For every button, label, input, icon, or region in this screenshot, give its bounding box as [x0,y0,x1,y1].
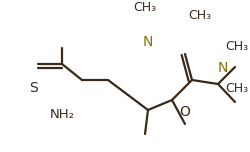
Text: CH₃: CH₃ [188,9,211,22]
Text: CH₃: CH₃ [225,81,248,95]
Text: NH₂: NH₂ [50,108,74,121]
Text: CH₃: CH₃ [225,40,248,54]
Text: O: O [180,105,190,119]
Text: N: N [143,35,153,49]
Text: S: S [29,81,38,95]
Text: CH₃: CH₃ [134,1,156,14]
Text: N: N [218,61,228,75]
